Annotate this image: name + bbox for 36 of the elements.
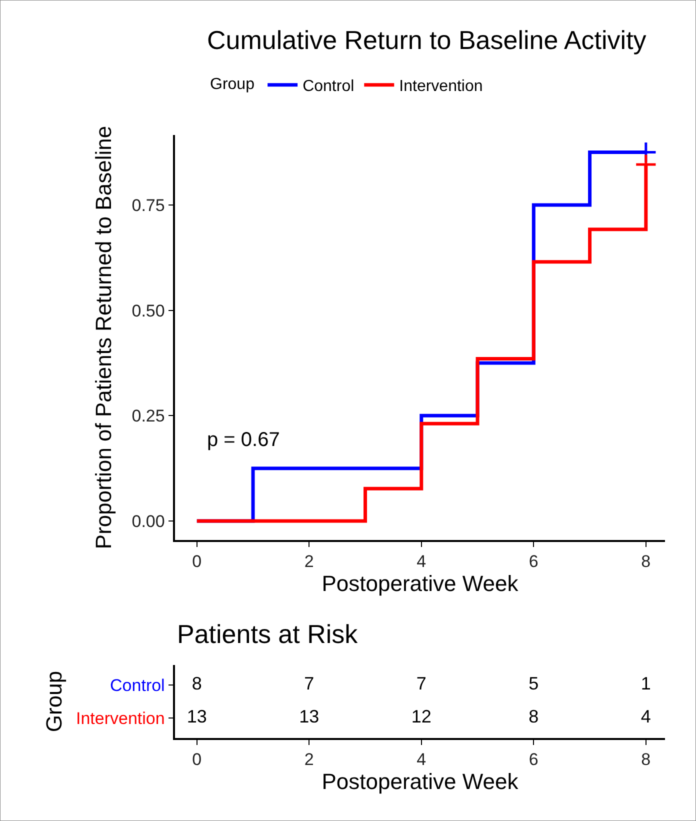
- data-label: 13: [186, 706, 207, 727]
- y-tick-label: Intervention: [76, 709, 165, 728]
- x-axis-title: Postoperative Week: [322, 571, 520, 596]
- x-tick-label: 4: [416, 552, 426, 572]
- y-tick-label: 0.50: [132, 301, 165, 320]
- data-label: 1: [640, 673, 651, 694]
- x-tick-label: 0: [192, 750, 202, 770]
- y-axis-title: Proportion of Patients Returned to Baseline: [91, 126, 116, 550]
- y-tick-label: 0.25: [132, 406, 165, 426]
- data-label: 7: [304, 673, 314, 694]
- data-label: 5: [528, 673, 539, 694]
- x-tick-label: 0: [192, 552, 202, 572]
- x-tick-label: 2: [304, 552, 314, 572]
- y-axis-title: Group: [41, 670, 66, 732]
- data-label: 8: [528, 706, 539, 727]
- data-label: 8: [192, 673, 202, 694]
- data-label: 12: [411, 706, 432, 727]
- y-tick-label: 0.00: [132, 512, 165, 531]
- x-tick-label: 8: [641, 552, 651, 572]
- chart-title: Cumulative Return to Baseline Activity: [207, 25, 646, 55]
- annotation: p = 0.67: [207, 429, 280, 451]
- data-label: 13: [299, 706, 320, 727]
- y-tick-label: 0.75: [132, 196, 165, 215]
- x-tick-label: 2: [304, 750, 314, 770]
- x-tick-label: 4: [416, 750, 426, 770]
- x-axis-title: Postoperative Week: [322, 769, 520, 794]
- data-label: 7: [416, 673, 426, 694]
- legend-label: Control: [302, 78, 354, 96]
- legend-label: Intervention: [399, 78, 483, 96]
- x-tick-label: 6: [528, 552, 538, 572]
- chart-title: Patients at Risk: [177, 619, 359, 649]
- x-tick-label: 6: [528, 750, 538, 770]
- x-tick-label: 8: [641, 750, 651, 770]
- legend-title: Group: [210, 76, 255, 93]
- data-label: 4: [640, 706, 651, 727]
- y-tick-label: Control: [110, 676, 165, 695]
